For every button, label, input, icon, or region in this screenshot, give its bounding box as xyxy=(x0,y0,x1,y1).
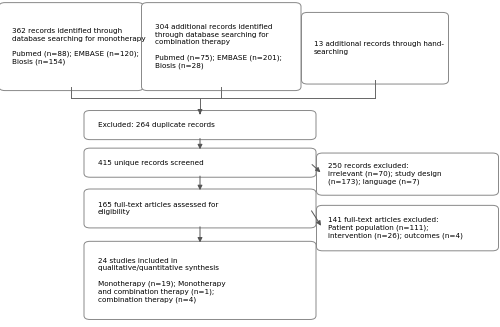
Text: 250 records excluded:
irrelevant (n=70); study design
(n=173); language (n=7): 250 records excluded: irrelevant (n=70);… xyxy=(328,163,441,185)
Text: 24 studies included in
qualitative/quantitative synthesis

Monotherapy (n=19); M: 24 studies included in qualitative/quant… xyxy=(98,258,225,303)
FancyBboxPatch shape xyxy=(84,241,316,319)
Text: 304 additional records identified
through database searching for
combination the: 304 additional records identified throug… xyxy=(155,24,282,69)
Text: 165 full-text articles assessed for
eligibility: 165 full-text articles assessed for elig… xyxy=(98,202,218,215)
Text: 13 additional records through hand-
searching: 13 additional records through hand- sear… xyxy=(314,42,444,55)
Text: 141 full-text articles excluded:
Patient population (n=111);
intervention (n=26): 141 full-text articles excluded: Patient… xyxy=(328,217,462,239)
FancyBboxPatch shape xyxy=(316,205,498,251)
FancyBboxPatch shape xyxy=(142,3,301,91)
FancyBboxPatch shape xyxy=(316,153,498,195)
Text: Excluded: 264 duplicate records: Excluded: 264 duplicate records xyxy=(98,122,214,128)
Text: 362 records identified through
database searching for monotherapy

Pubmed (n=88): 362 records identified through database … xyxy=(12,28,146,65)
FancyBboxPatch shape xyxy=(84,189,316,228)
Text: 415 unique records screened: 415 unique records screened xyxy=(98,160,203,166)
FancyBboxPatch shape xyxy=(0,3,144,91)
FancyBboxPatch shape xyxy=(302,12,448,84)
FancyBboxPatch shape xyxy=(84,111,316,140)
FancyBboxPatch shape xyxy=(84,148,316,177)
